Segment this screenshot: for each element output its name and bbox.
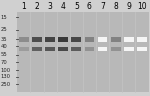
Bar <box>58 37 68 42</box>
Text: 70: 70 <box>1 60 8 65</box>
Text: 55: 55 <box>1 52 8 57</box>
Bar <box>98 37 108 42</box>
Text: 130: 130 <box>1 74 11 79</box>
Text: 10: 10 <box>137 2 147 11</box>
Text: 6: 6 <box>87 2 92 11</box>
Text: 250: 250 <box>1 82 11 87</box>
Text: 40: 40 <box>1 44 8 49</box>
Text: 100: 100 <box>1 68 11 73</box>
Bar <box>71 37 81 42</box>
Bar <box>84 47 94 51</box>
Bar <box>84 37 94 42</box>
Bar <box>17 12 148 92</box>
Bar <box>137 47 147 51</box>
Bar <box>58 47 68 51</box>
Bar <box>45 37 55 42</box>
Bar <box>32 47 42 51</box>
Bar <box>111 37 121 42</box>
Bar <box>111 47 121 51</box>
Bar <box>124 47 134 51</box>
Bar <box>137 37 147 42</box>
Bar <box>98 47 108 51</box>
Text: 1: 1 <box>21 2 26 11</box>
Bar <box>32 37 42 42</box>
Bar <box>19 47 29 51</box>
Text: 9: 9 <box>126 2 131 11</box>
Text: 7: 7 <box>100 2 105 11</box>
Text: 25: 25 <box>1 27 8 32</box>
Text: 2: 2 <box>34 2 39 11</box>
Bar <box>45 47 55 51</box>
Text: 5: 5 <box>74 2 79 11</box>
Text: 15: 15 <box>1 15 8 20</box>
Text: 35: 35 <box>1 37 7 42</box>
Text: 4: 4 <box>61 2 66 11</box>
Bar <box>124 37 134 42</box>
Bar <box>71 47 81 51</box>
Bar <box>19 37 29 42</box>
Text: 3: 3 <box>48 2 52 11</box>
Text: 8: 8 <box>113 2 118 11</box>
